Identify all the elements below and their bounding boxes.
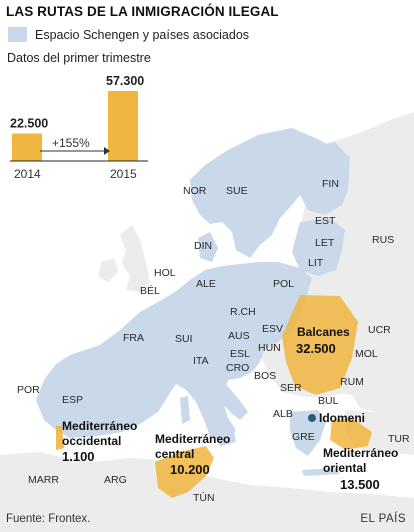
- country-label-sue: SUE: [226, 185, 248, 197]
- denmark-land: [198, 232, 218, 262]
- country-label-mol: MOL: [355, 348, 378, 360]
- country-label-ser: SER: [280, 382, 302, 394]
- africa-land: [0, 452, 414, 532]
- continent-land: [36, 262, 312, 442]
- country-label-lit: LIT: [308, 257, 324, 269]
- schengen-swatch: [8, 27, 27, 42]
- route-oriental-value: 13.500: [340, 477, 380, 492]
- idomeni-label: Idomeni: [319, 411, 365, 425]
- country-label-let: LET: [315, 237, 335, 249]
- country-label-tur: TUR: [388, 433, 410, 445]
- bar-2015: [108, 91, 138, 161]
- country-label-alb: ALB: [273, 408, 293, 420]
- country-label-bul: BUL: [318, 395, 339, 407]
- bar-year-2015: 2015: [110, 167, 137, 181]
- route-balcanes-value: 32.500: [296, 341, 336, 356]
- migration-routes: [56, 295, 372, 498]
- ireland-land: [98, 258, 118, 282]
- country-label-ita: ITA: [193, 355, 209, 367]
- country-label-arg: ARG: [104, 474, 127, 486]
- source-note: Fuente: Frontex.: [6, 513, 91, 525]
- country-label-rum: RUM: [340, 376, 364, 388]
- uk-land: [120, 225, 150, 292]
- country-label-cro: CRO: [226, 362, 249, 374]
- country-label-din: DIN: [194, 240, 212, 252]
- country-label-hun: HUN: [258, 342, 281, 354]
- country-label-pol: POL: [273, 278, 294, 290]
- country-label-nor: NOR: [183, 185, 207, 197]
- chart-subtitle: Datos del primer trimestre: [7, 51, 151, 65]
- country-label-rus: RUS: [372, 234, 394, 246]
- schengen-land: [36, 128, 350, 476]
- country-label-aus: AUS: [228, 330, 250, 342]
- country-label-fra: FRA: [123, 332, 144, 344]
- route-labels: Balcanes 32.500 Mediterráneo occidental …: [62, 325, 398, 492]
- bar-year-2014: 2014: [14, 167, 41, 181]
- italy-land: [186, 348, 248, 420]
- legend-label: Espacio Schengen y países asociados: [35, 27, 250, 42]
- brand-label: EL PAÍS: [360, 513, 406, 525]
- country-label-sui: SUI: [175, 333, 193, 345]
- country-label-ale: ALE: [196, 278, 216, 290]
- country-label-esp: ESP: [62, 394, 83, 406]
- baltics-land: [292, 218, 345, 276]
- route-balkanes: [282, 295, 358, 395]
- route-occidental-name-line1: Mediterráneo: [62, 419, 137, 433]
- country-label-tun: TÚN: [193, 491, 215, 504]
- finland-land: [304, 142, 350, 212]
- route-central-name-line1: Mediterráneo: [155, 432, 230, 446]
- route-occidental-name-line2: occidental: [62, 434, 121, 448]
- country-label-esl: ESL: [230, 348, 250, 360]
- change-arrowhead: [104, 147, 110, 155]
- route-med-oriental: [330, 418, 372, 450]
- country-label-marr: MARR: [28, 474, 59, 486]
- route-central-value: 10.200: [170, 462, 210, 477]
- change-label: +155%: [52, 136, 90, 150]
- country-label-ucr: UCR: [368, 324, 391, 336]
- legend: Espacio Schengen y países asociados: [8, 27, 249, 42]
- route-oriental-name-line2: oriental: [323, 461, 366, 475]
- route-oriental-name-line1: Mediterráneo: [323, 446, 398, 460]
- sicily-land: [214, 430, 236, 446]
- country-label-fin: FIN: [322, 178, 339, 190]
- map-title: LAS RUTAS DE LA INMIGRACIÓN ILEGAL: [6, 4, 279, 19]
- country-label-gre: GRE: [292, 431, 315, 443]
- bar-2014: [12, 133, 42, 161]
- route-med-occidental: [56, 426, 64, 450]
- country-label-bel: BÉL: [140, 284, 160, 297]
- route-balcanes-name: Balcanes: [297, 325, 350, 339]
- bar-chart: 22.500 57.300 2014 2015 +155%: [10, 74, 148, 181]
- country-labels: NOR SUE FIN RUS EST LET LIT DIN HOL BÉL …: [17, 178, 410, 504]
- route-occidental-value: 1.100: [62, 449, 95, 464]
- country-label-est: EST: [315, 215, 336, 227]
- sardinia-land: [180, 396, 190, 424]
- route-med-central: [155, 446, 214, 498]
- country-label-esv: ESV: [262, 323, 283, 335]
- idomeni-point: [308, 414, 316, 422]
- greece-land: [290, 410, 326, 456]
- bar-value-2015: 57.300: [106, 74, 144, 88]
- country-label-rch: R.CH: [230, 306, 256, 318]
- bar-value-2014: 22.500: [10, 117, 48, 131]
- route-central-name-line2: central: [155, 447, 194, 461]
- country-label-hol: HOL: [154, 267, 176, 279]
- country-label-bos: BOS: [254, 370, 276, 382]
- country-label-por: POR: [17, 384, 40, 396]
- idomeni-marker: Idomeni: [308, 411, 365, 425]
- crete-land: [302, 468, 340, 476]
